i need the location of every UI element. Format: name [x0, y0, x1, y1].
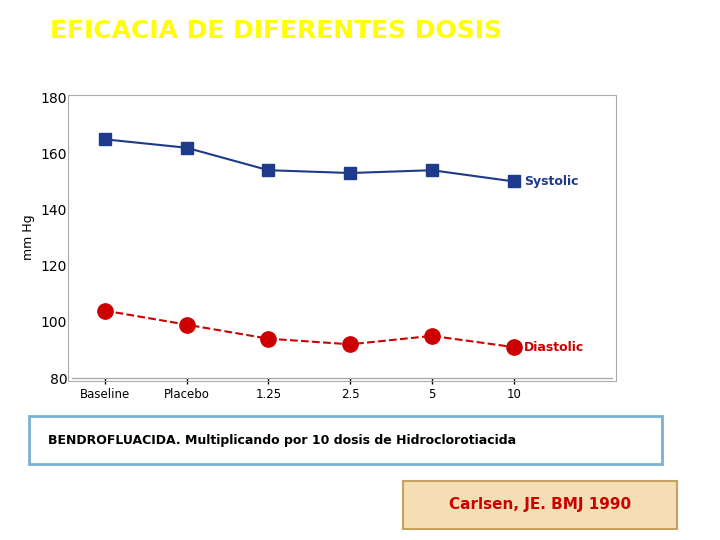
Y-axis label: mm Hg: mm Hg	[22, 215, 35, 260]
Text: BENDROFLUACIDA. Multiplicando por 10 dosis de Hidroclorotiacida: BENDROFLUACIDA. Multiplicando por 10 dos…	[48, 434, 516, 447]
Text: Carlsen, JE. BMJ 1990: Carlsen, JE. BMJ 1990	[449, 497, 631, 512]
Text: EFICACIA DE DIFERENTES DOSIS: EFICACIA DE DIFERENTES DOSIS	[50, 19, 503, 43]
Text: Systolic: Systolic	[523, 175, 578, 188]
Text: Diastolic: Diastolic	[523, 341, 584, 354]
